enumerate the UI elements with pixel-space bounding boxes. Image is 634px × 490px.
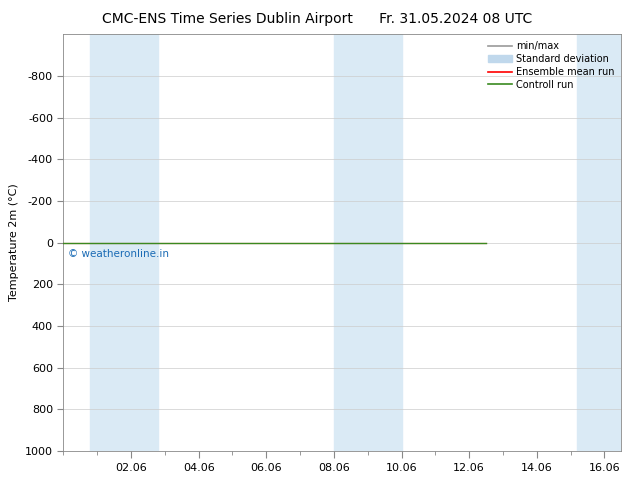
Bar bbox=[334, 34, 401, 451]
Legend: min/max, Standard deviation, Ensemble mean run, Controll run: min/max, Standard deviation, Ensemble me… bbox=[486, 39, 616, 92]
Bar bbox=[91, 34, 158, 451]
Text: © weatheronline.in: © weatheronline.in bbox=[68, 249, 169, 259]
Bar bbox=[578, 34, 621, 451]
Text: CMC-ENS Time Series Dublin Airport      Fr. 31.05.2024 08 UTC: CMC-ENS Time Series Dublin Airport Fr. 3… bbox=[102, 12, 532, 26]
Y-axis label: Temperature 2m (°C): Temperature 2m (°C) bbox=[10, 184, 20, 301]
